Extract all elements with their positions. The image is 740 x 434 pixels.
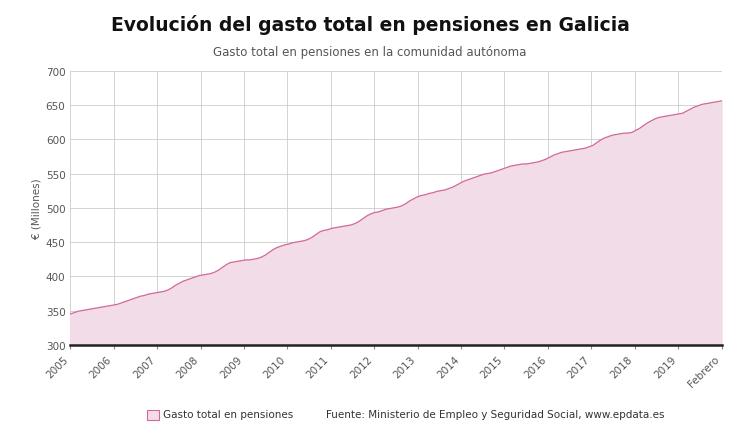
Y-axis label: € (Millones): € (Millones): [32, 178, 41, 239]
Text: Gasto total en pensiones en la comunidad autónoma: Gasto total en pensiones en la comunidad…: [213, 46, 527, 59]
Text: Evolución del gasto total en pensiones en Galicia: Evolución del gasto total en pensiones e…: [110, 15, 630, 35]
Text: Gasto total en pensiones: Gasto total en pensiones: [163, 410, 293, 419]
Text: Fuente: Ministerio de Empleo y Seguridad Social, www.epdata.es: Fuente: Ministerio de Empleo y Seguridad…: [326, 410, 664, 419]
